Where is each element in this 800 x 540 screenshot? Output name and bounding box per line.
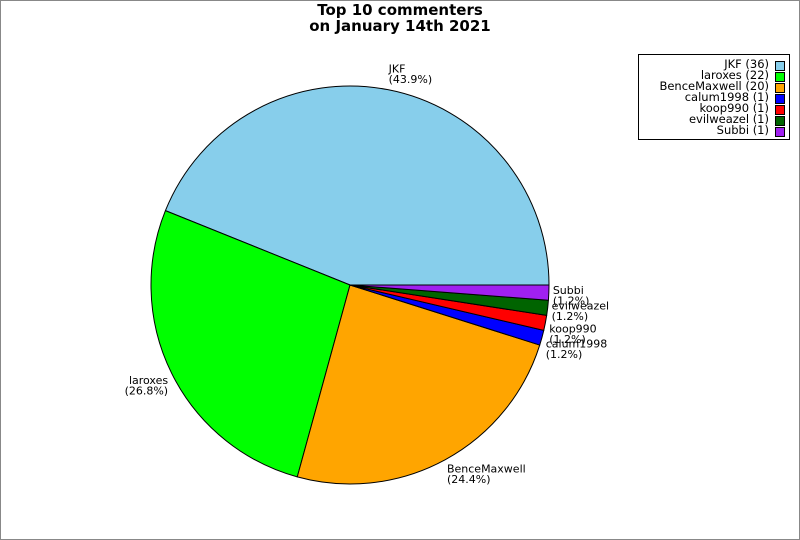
- pie-slice-bencemaxwell: [296, 284, 541, 485]
- slice-label-laroxes: laroxes (26.8%): [125, 374, 169, 398]
- chart-legend: JKF (36) laroxes (22) BenceMaxwell (20) cal…: [638, 54, 790, 140]
- slice-label-evilweazel: evilweazel (1.2%): [552, 299, 610, 323]
- legend-swatch: [775, 127, 785, 137]
- slice-label-name: JKF: [388, 63, 406, 76]
- slice-label-percent: (1.2%): [552, 310, 589, 323]
- legend-item-subbi: Subbi (1): [639, 123, 789, 137]
- slice-label-percent: (1.2%): [549, 333, 586, 346]
- slice-label-calum1998: calum1998 (1.2%): [546, 338, 608, 362]
- legend-label: Subbi (1): [716, 123, 769, 137]
- slice-label-percent: (1.2%): [546, 348, 583, 361]
- slice-label-percent: (43.9%): [389, 73, 433, 86]
- legend-item-bencemaxwell: BenceMaxwell (20): [639, 79, 789, 93]
- legend-swatch: [775, 94, 785, 104]
- slice-label-name: calum1998: [546, 338, 608, 351]
- chart-title: Top 10 commenters on January 14th 2021: [1, 2, 799, 34]
- legend-item-laroxes: laroxes (22): [639, 68, 789, 82]
- pie-labels: JKF (43.9%) laroxes (26.8%) BenceMaxwell (24.…: [125, 63, 610, 486]
- legend-label: BenceMaxwell (20): [659, 79, 769, 93]
- legend-label: evilweazel (1): [688, 112, 769, 126]
- slice-label-percent: (24.4%): [447, 473, 491, 486]
- legend-item-evilweazel: evilweazel (1): [639, 112, 789, 126]
- slice-label-name: evilweazel: [552, 299, 610, 312]
- slice-label-name: koop990: [549, 323, 596, 336]
- legend-label: JKF (36): [724, 57, 769, 71]
- pie-slice-jkf: [164, 85, 550, 286]
- legend-label: laroxes (22): [700, 68, 769, 82]
- slice-label-name: BenceMaxwell: [447, 462, 526, 475]
- legend-swatch: [775, 61, 785, 71]
- slice-label-subbi: Subbi (1.2%): [553, 284, 590, 308]
- slice-label-jkf: JKF (43.9%): [388, 63, 433, 87]
- legend-swatch: [775, 116, 785, 126]
- slice-label-bencemaxwell: BenceMaxwell (24.4%): [447, 462, 526, 486]
- pie-slices: [150, 85, 550, 485]
- slice-label-koop990: koop990 (1.2%): [549, 323, 596, 347]
- legend-swatch: [775, 83, 785, 93]
- legend-item-calum1998: calum1998 (1): [639, 90, 789, 104]
- chart-title-line-1: Top 10 commenters: [317, 1, 483, 19]
- legend-label: koop990 (1): [699, 101, 769, 115]
- slice-label-name: Subbi: [553, 284, 584, 297]
- slice-label-percent: (26.8%): [125, 384, 169, 397]
- legend-item-jkf: JKF (36): [639, 57, 789, 71]
- pie-slice-laroxes: [150, 210, 351, 478]
- pie-slice-subbi: [349, 284, 550, 301]
- chart-title-line-2: on January 14th 2021: [309, 17, 491, 35]
- slice-label-percent: (1.2%): [553, 294, 590, 307]
- legend-item-koop990: koop990 (1): [639, 101, 789, 115]
- legend-swatch: [775, 105, 785, 115]
- legend-label: calum1998 (1): [684, 90, 769, 104]
- legend-swatch: [775, 72, 785, 82]
- slice-label-name: laroxes: [129, 374, 168, 387]
